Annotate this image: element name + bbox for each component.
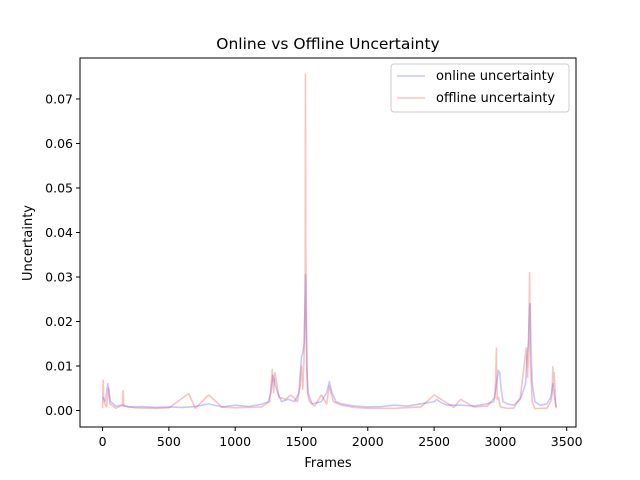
y-tick-label: 0.07 <box>45 91 73 106</box>
x-tick-label: 0 <box>99 434 107 449</box>
x-axis: 0 500 1000 1500 2000 2500 3000 3500 <box>99 427 583 449</box>
plot-area <box>101 73 557 410</box>
series-line-online <box>101 273 557 409</box>
legend-label-online: online uncertainty <box>436 69 555 84</box>
y-tick-label: 0.03 <box>45 269 73 284</box>
y-axis: 0.00 0.01 0.02 0.03 0.04 0.05 0.06 0.07 <box>45 91 80 418</box>
x-tick-label: 3500 <box>551 434 583 449</box>
y-tick-label: 0.02 <box>45 314 73 329</box>
y-tick-label: 0.00 <box>45 403 73 418</box>
y-axis-label: Uncertainty <box>21 205 36 281</box>
x-tick-label: 2000 <box>352 434 384 449</box>
plot-frame <box>79 57 577 428</box>
y-tick-label: 0.05 <box>45 180 73 195</box>
legend-box <box>390 63 570 113</box>
y-tick-label: 0.06 <box>45 136 73 151</box>
x-tick-label: 3000 <box>485 434 517 449</box>
chart-title: Online vs Offline Uncertainty <box>216 35 439 53</box>
x-tick-label: 1000 <box>219 434 251 449</box>
series-line-offline <box>101 73 557 410</box>
legend-label-offline: offline uncertainty <box>436 91 555 106</box>
x-tick-label: 1500 <box>286 434 318 449</box>
x-axis-label: Frames <box>304 456 352 471</box>
x-tick-label: 2500 <box>418 434 450 449</box>
legend: online uncertainty offline uncertainty <box>390 63 570 113</box>
y-tick-label: 0.01 <box>45 359 73 374</box>
x-tick-label: 500 <box>157 434 181 449</box>
y-tick-label: 0.04 <box>45 225 73 240</box>
